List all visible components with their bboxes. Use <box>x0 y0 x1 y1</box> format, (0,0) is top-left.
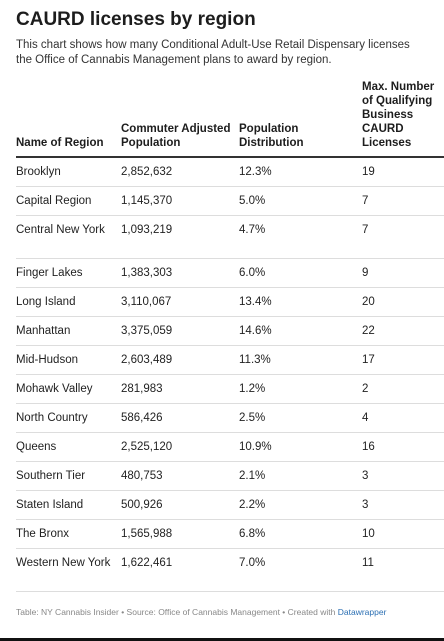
cell-distribution: 4.7% <box>239 215 362 259</box>
cell-region: Southern Tier <box>16 461 121 491</box>
table-row: Queens 2,525,120 10.9% 16 <box>16 432 444 462</box>
cell-region: Mid-Hudson <box>16 345 121 375</box>
cell-licenses: 17 <box>362 345 444 375</box>
bottom-divider <box>0 638 444 641</box>
cell-region: Capital Region <box>16 186 121 216</box>
cell-licenses: 7 <box>362 215 444 259</box>
column-header-distribution: Population Distribution <box>239 80 362 158</box>
cell-licenses: 3 <box>362 490 444 520</box>
cell-licenses: 10 <box>362 519 444 549</box>
cell-region: Mohawk Valley <box>16 374 121 404</box>
cell-population: 1,565,988 <box>121 519 239 549</box>
cell-population: 1,383,303 <box>121 258 239 288</box>
table-row: Finger Lakes 1,383,303 6.0% 9 <box>16 258 444 288</box>
cell-region: North Country <box>16 403 121 433</box>
cell-population: 3,110,067 <box>121 287 239 317</box>
cell-population: 1,622,461 <box>121 548 239 592</box>
cell-licenses: 22 <box>362 316 444 346</box>
cell-population: 480,753 <box>121 461 239 491</box>
cell-licenses: 11 <box>362 548 444 592</box>
table-row: Capital Region 1,145,370 5.0% 7 <box>16 186 444 216</box>
cell-population: 3,375,059 <box>121 316 239 346</box>
column-header-population: Commuter Adjusted Population <box>121 80 239 158</box>
table-row: Staten Island 500,926 2.2% 3 <box>16 490 444 520</box>
column-header-licenses: Max. Number of Qualifying Business CAURD… <box>362 80 444 158</box>
cell-region: Long Island <box>16 287 121 317</box>
cell-distribution: 2.1% <box>239 461 362 491</box>
table-row: Brooklyn 2,852,632 12.3% 19 <box>16 157 444 187</box>
footer-credit: Table: NY Cannabis Insider • Source: Off… <box>16 607 338 617</box>
table-body: Brooklyn 2,852,632 12.3% 19 Capital Regi… <box>16 157 444 592</box>
cell-region: Queens <box>16 432 121 462</box>
cell-distribution: 2.2% <box>239 490 362 520</box>
cell-population: 2,603,489 <box>121 345 239 375</box>
cell-population: 1,093,219 <box>121 215 239 259</box>
chart-footer: Table: NY Cannabis Insider • Source: Off… <box>16 607 386 617</box>
cell-licenses: 9 <box>362 258 444 288</box>
cell-population: 586,426 <box>121 403 239 433</box>
column-header-region: Name of Region <box>16 80 121 158</box>
cell-region: Western New York <box>16 548 121 592</box>
table-row: Central New York 1,093,219 4.7% 7 <box>16 215 444 259</box>
cell-distribution: 14.6% <box>239 316 362 346</box>
cell-distribution: 13.4% <box>239 287 362 317</box>
cell-licenses: 3 <box>362 461 444 491</box>
table-header-row: Name of Region Commuter Adjusted Populat… <box>16 80 444 158</box>
chart-title: CAURD licenses by region <box>16 9 256 30</box>
chart-description: This chart shows how many Conditional Ad… <box>16 39 410 66</box>
cell-population: 1,145,370 <box>121 186 239 216</box>
cell-distribution: 11.3% <box>239 345 362 375</box>
cell-distribution: 10.9% <box>239 432 362 462</box>
table-row: Mid-Hudson 2,603,489 11.3% 17 <box>16 345 444 375</box>
cell-region: Manhattan <box>16 316 121 346</box>
cell-distribution: 1.2% <box>239 374 362 404</box>
cell-distribution: 6.0% <box>239 258 362 288</box>
cell-licenses: 20 <box>362 287 444 317</box>
table-row: Western New York 1,622,461 7.0% 11 <box>16 548 444 592</box>
cell-licenses: 7 <box>362 186 444 216</box>
table-row: Mohawk Valley 281,983 1.2% 2 <box>16 374 444 404</box>
cell-population: 2,852,632 <box>121 157 239 187</box>
cell-region: Brooklyn <box>16 157 121 187</box>
cell-region: Staten Island <box>16 490 121 520</box>
cell-licenses: 19 <box>362 157 444 187</box>
cell-population: 281,983 <box>121 374 239 404</box>
cell-distribution: 2.5% <box>239 403 362 433</box>
cell-licenses: 4 <box>362 403 444 433</box>
cell-distribution: 12.3% <box>239 157 362 187</box>
chart-container: CAURD licenses by region This chart show… <box>16 8 444 592</box>
cell-distribution: 6.8% <box>239 519 362 549</box>
cell-distribution: 7.0% <box>239 548 362 592</box>
cell-distribution: 5.0% <box>239 186 362 216</box>
licenses-table: Name of Region Commuter Adjusted Populat… <box>16 80 444 592</box>
cell-region: Central New York <box>16 215 121 259</box>
cell-region: The Bronx <box>16 519 121 549</box>
cell-population: 500,926 <box>121 490 239 520</box>
cell-licenses: 16 <box>362 432 444 462</box>
table-row: Long Island 3,110,067 13.4% 20 <box>16 287 444 317</box>
table-row: Manhattan 3,375,059 14.6% 22 <box>16 316 444 346</box>
table-row: North Country 586,426 2.5% 4 <box>16 403 444 433</box>
cell-region: Finger Lakes <box>16 258 121 288</box>
cell-licenses: 2 <box>362 374 444 404</box>
cell-population: 2,525,120 <box>121 432 239 462</box>
table-row: The Bronx 1,565,988 6.8% 10 <box>16 519 444 549</box>
datawrapper-link[interactable]: Datawrapper <box>337 607 387 617</box>
table-row: Southern Tier 480,753 2.1% 3 <box>16 461 444 491</box>
